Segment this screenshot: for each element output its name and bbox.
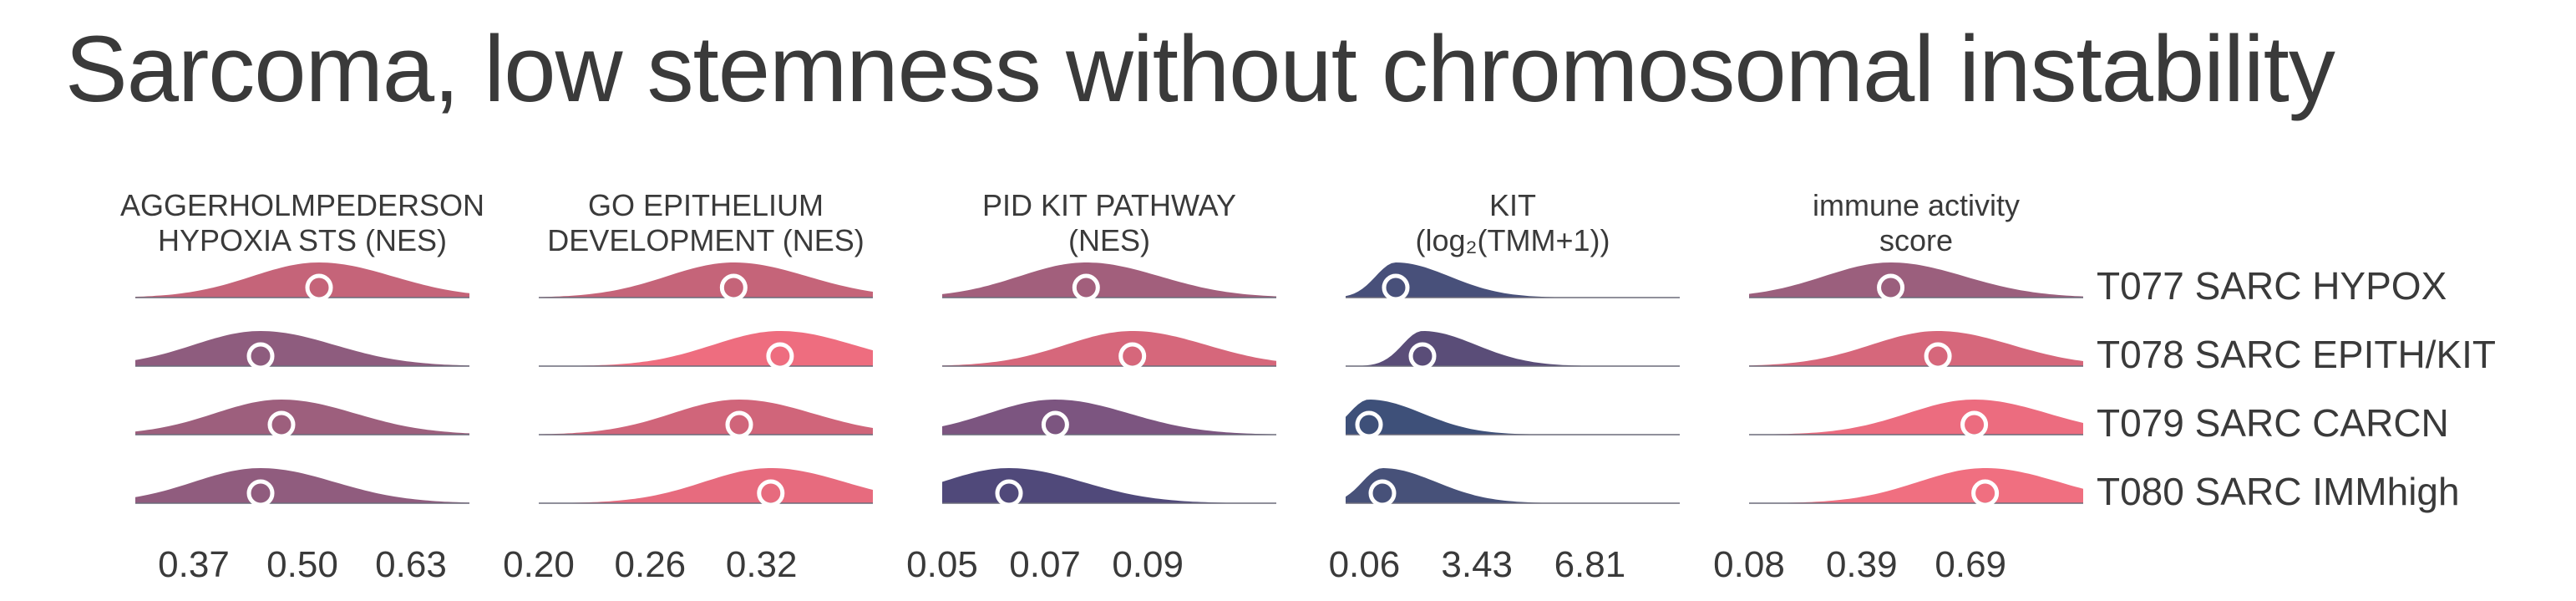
row-label: T078 SARC EPITH/KIT <box>2097 333 2496 376</box>
density-ridge <box>135 468 469 503</box>
median-marker <box>1382 273 1410 302</box>
panel-title-line: AGGERHOLMPEDERSON <box>120 188 484 222</box>
x-tick-label: 0.26 <box>615 544 687 585</box>
median-marker <box>305 273 333 302</box>
median-marker <box>246 342 275 370</box>
row-label: T077 SARC HYPOX <box>2097 264 2447 308</box>
x-tick-label: 0.32 <box>726 544 798 585</box>
median-marker <box>725 410 753 439</box>
median-marker <box>766 342 794 370</box>
density-ridge <box>942 400 1276 435</box>
density-ridge <box>1346 331 1680 366</box>
density-ridge <box>135 331 469 366</box>
density-ridge <box>539 331 873 366</box>
panel-title-line: GO EPITHELIUM <box>588 188 824 222</box>
panel-title-line: PID KIT PATHWAY <box>982 188 1236 222</box>
x-tick-label: 0.37 <box>158 544 230 585</box>
chart-title: Sarcoma, low stemness without chromosoma… <box>65 17 2335 121</box>
x-tick-label: 0.06 <box>1329 544 1401 585</box>
density-ridge <box>1749 262 2083 298</box>
median-marker <box>1072 273 1100 302</box>
x-tick-label: 0.50 <box>266 544 338 585</box>
x-tick-label: 0.07 <box>1009 544 1081 585</box>
median-marker <box>1118 342 1147 370</box>
median-marker <box>246 479 275 507</box>
median-marker <box>1041 410 1069 439</box>
panel-title-line: (NES) <box>1068 223 1150 257</box>
x-tick-label: 0.08 <box>1713 544 1785 585</box>
density-ridge <box>1749 468 2083 503</box>
density-ridge <box>135 262 469 298</box>
density-ridge <box>539 468 873 503</box>
median-marker <box>1408 342 1437 370</box>
median-marker <box>267 410 296 439</box>
median-marker <box>719 273 748 302</box>
median-marker <box>1877 273 1905 302</box>
x-tick-label: 0.09 <box>1112 544 1184 585</box>
x-tick-label: 6.81 <box>1554 544 1626 585</box>
median-marker <box>1971 479 2000 507</box>
density-ridge <box>1346 400 1680 435</box>
median-marker <box>1960 410 1989 439</box>
median-marker <box>995 479 1023 507</box>
density-ridge <box>135 400 469 435</box>
density-ridge <box>1346 468 1680 503</box>
panel-title-line: KIT <box>1489 188 1536 222</box>
median-marker <box>757 479 785 507</box>
median-marker <box>1355 410 1383 439</box>
x-tick-label: 0.20 <box>503 544 575 585</box>
median-marker <box>1368 479 1397 507</box>
density-ridge <box>942 468 1276 503</box>
x-tick-label: 0.69 <box>1935 544 2006 585</box>
row-label: T080 SARC IMMhigh <box>2097 470 2460 513</box>
median-marker <box>1924 342 1952 370</box>
x-tick-label: 0.05 <box>906 544 978 585</box>
density-ridge <box>942 331 1276 366</box>
density-ridge <box>942 262 1276 298</box>
density-ridge <box>1749 331 2083 366</box>
row-label: T079 SARC CARCN <box>2097 401 2449 445</box>
panel-title-line: score <box>1879 223 1953 257</box>
panel-title-line: (log₂(TMM+1)) <box>1416 223 1610 257</box>
x-tick-label: 0.63 <box>375 544 447 585</box>
panel-title-line: immune activity <box>1813 188 2020 222</box>
x-tick-label: 3.43 <box>1441 544 1513 585</box>
density-ridge <box>539 262 873 298</box>
panel-title-line: DEVELOPMENT (NES) <box>547 223 864 257</box>
density-ridge <box>1346 262 1680 298</box>
x-tick-label: 0.39 <box>1826 544 1898 585</box>
density-ridge <box>539 400 873 435</box>
density-ridge <box>1749 400 2083 435</box>
panel-title-line: HYPOXIA STS (NES) <box>158 223 447 257</box>
